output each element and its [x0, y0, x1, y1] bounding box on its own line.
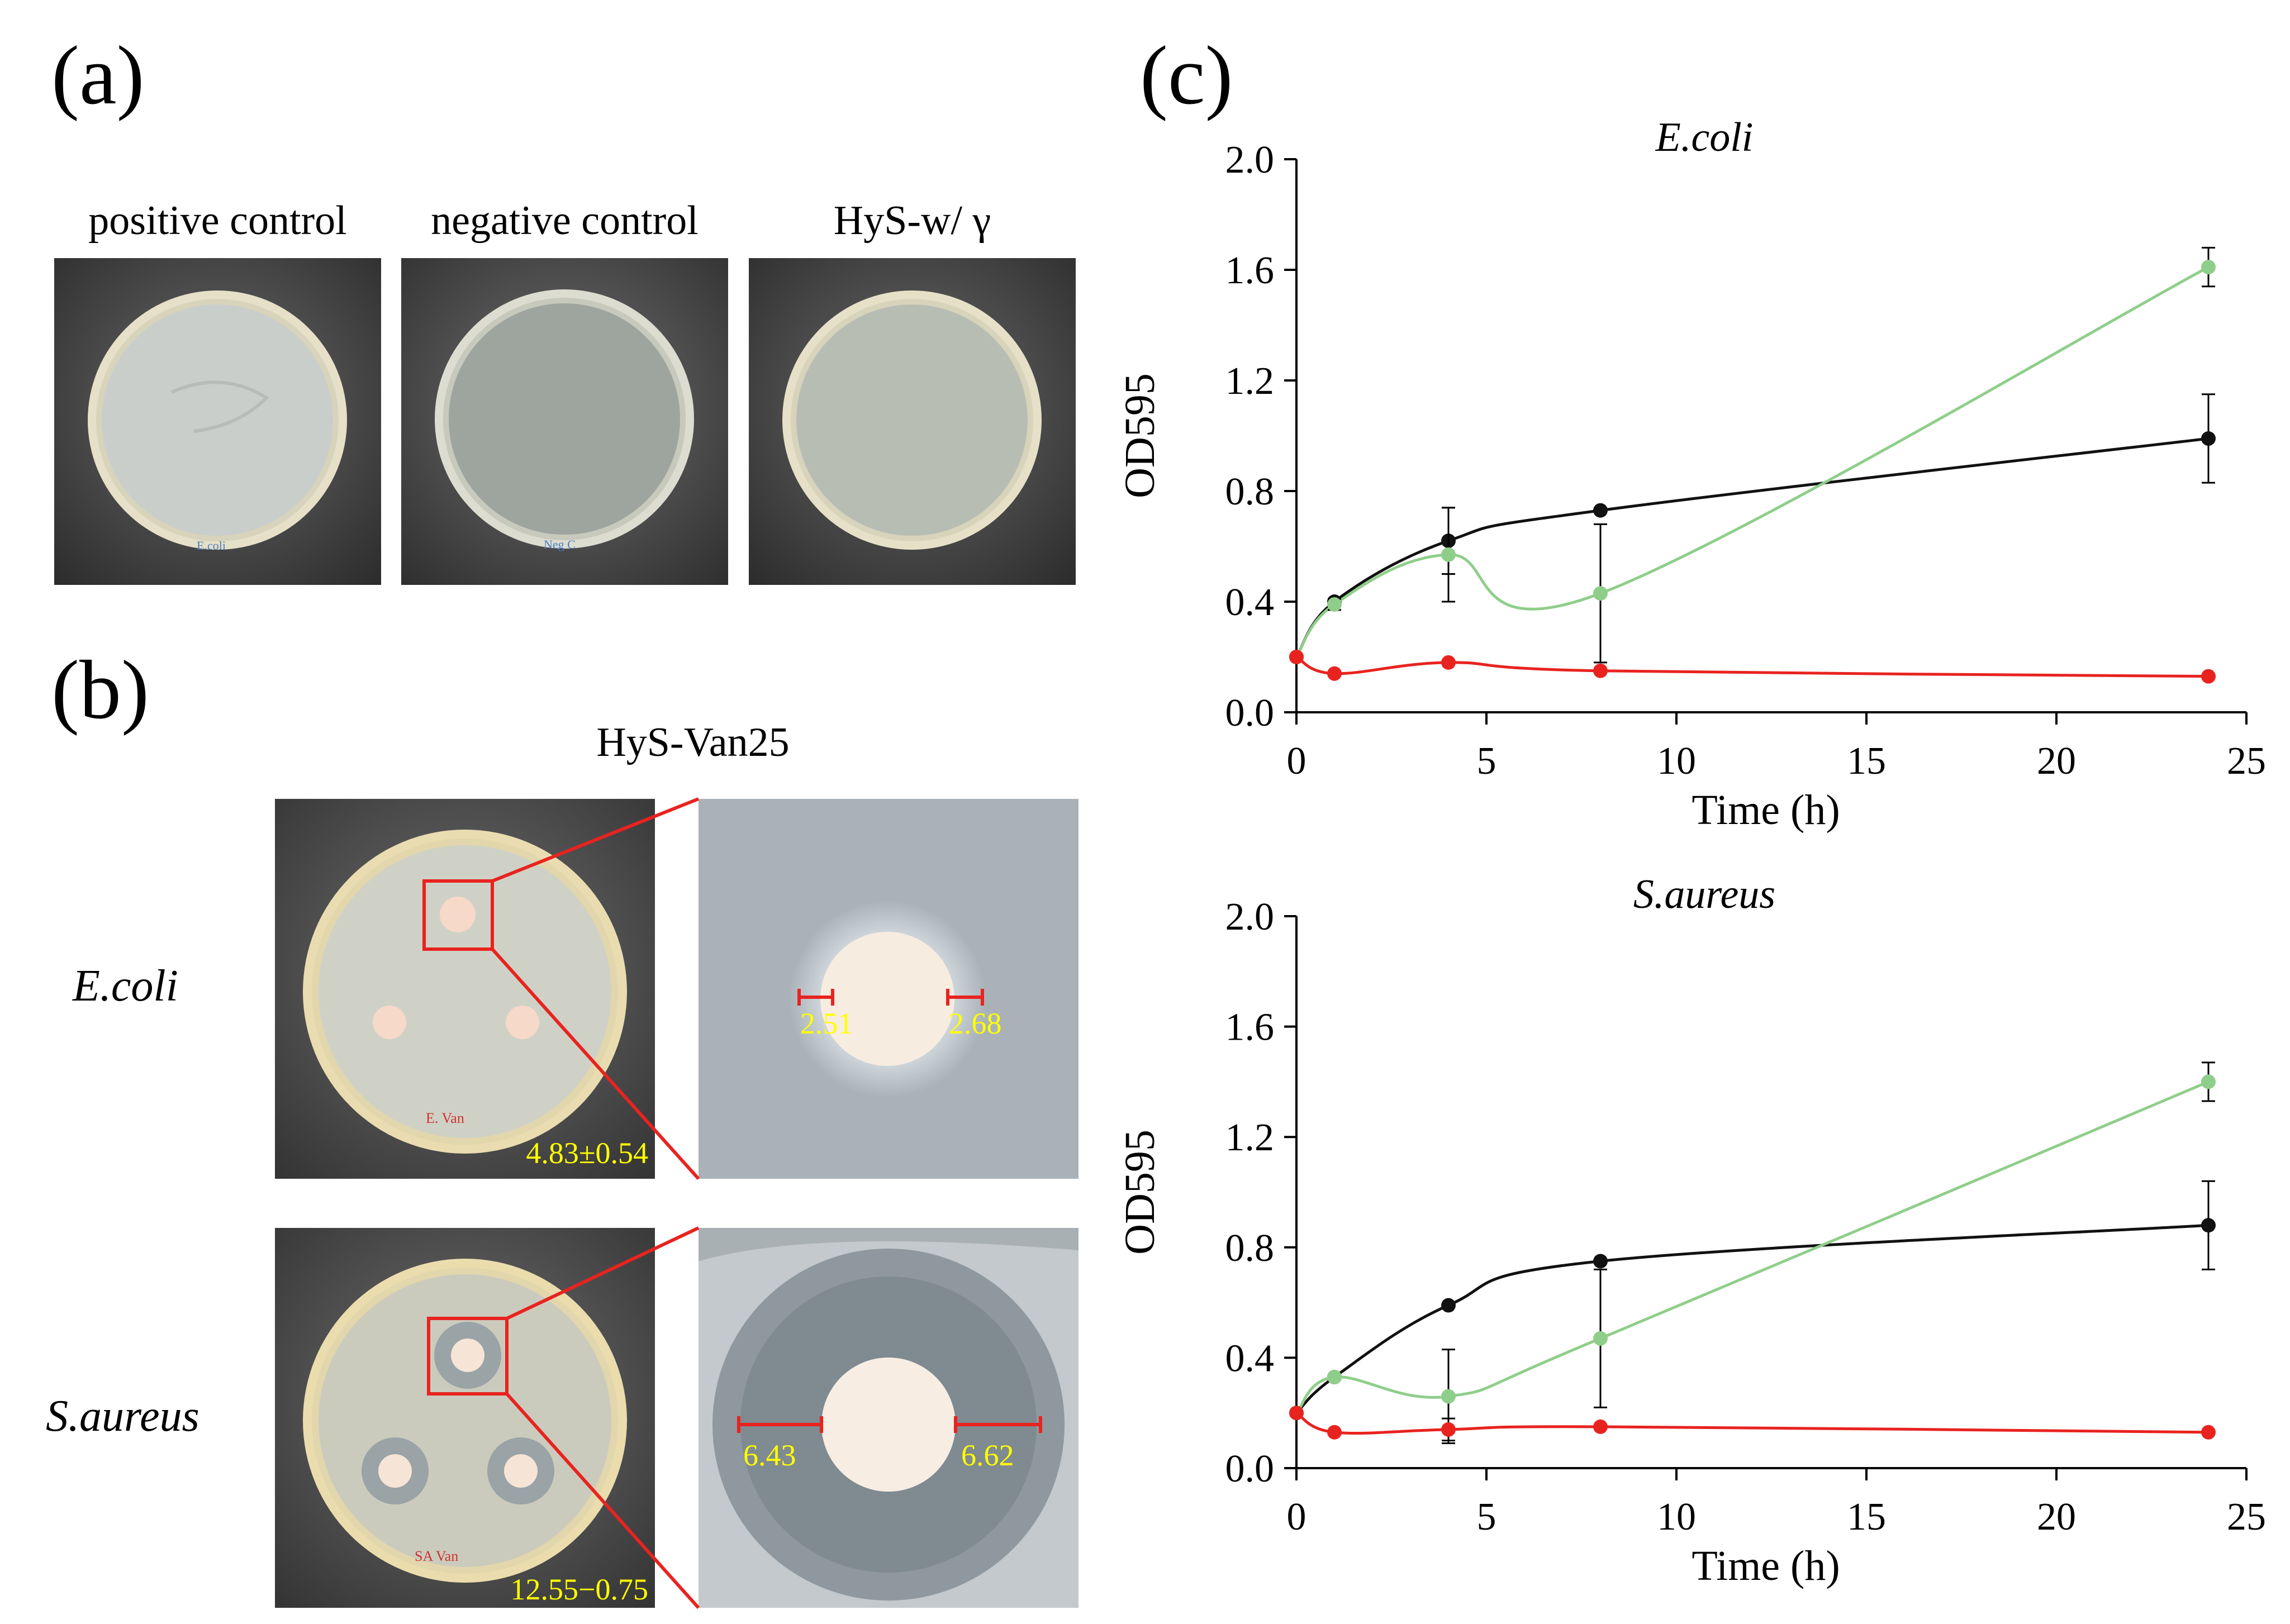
zone-bar-left: [737, 1416, 823, 1433]
dish-label-text: SA Van: [415, 1548, 458, 1564]
x-tick-label: 10: [1657, 1496, 1696, 1539]
x-axis-label: Time (h): [1692, 787, 1840, 834]
zone-bar-right: [946, 989, 984, 1006]
data-point: [1441, 1389, 1456, 1404]
zone-total-saureus: 12.55−0.75: [511, 1573, 648, 1606]
plate-photo-hys-w-gamma: [749, 258, 1076, 585]
x-tick-label: 25: [2227, 1496, 2266, 1539]
y-tick-label: 1.2: [1225, 1116, 1275, 1159]
y-tick-label: 0.8: [1225, 1227, 1275, 1270]
data-point: [2201, 1074, 2216, 1089]
dish-label-text: Neg C: [544, 537, 576, 551]
zone-right-saureus: 6.62: [961, 1439, 1014, 1472]
x-tick-label: 0: [1287, 1496, 1306, 1539]
series-line-1: [1295, 1080, 2209, 1415]
x-tick-label: 5: [1477, 1496, 1496, 1539]
y-tick-label: 2.0: [1225, 896, 1275, 939]
panel-label-c: (c): [1140, 29, 1233, 122]
caption-positive-control: positive control: [88, 198, 347, 244]
chart-title: S.aureus: [1633, 871, 1775, 917]
series-line-2: [1295, 655, 2209, 678]
data-point: [1441, 1422, 1456, 1437]
data-point: [1593, 663, 1608, 678]
dish-label-text: E. Van: [426, 1110, 464, 1126]
zone-bar-left: [797, 989, 834, 1006]
data-point: [1289, 1406, 1304, 1421]
y-tick-label: 0.8: [1225, 470, 1275, 513]
data-point: [1441, 1298, 1456, 1313]
x-tick-label: 25: [2227, 740, 2266, 783]
zoom-box: [422, 879, 494, 951]
series-line-0: [1295, 1223, 2209, 1415]
y-axis-label: OD595: [1117, 1130, 1163, 1255]
y-tick-label: 1.6: [1225, 249, 1275, 292]
zone-right-ecoli: 2.68: [949, 1007, 1002, 1040]
x-tick-label: 15: [1847, 1496, 1886, 1539]
data-point: [1593, 1419, 1608, 1434]
data-point: [1289, 650, 1304, 664]
data-point: [2201, 1425, 2216, 1440]
x-tick-label: 15: [1847, 740, 1886, 783]
data-point: [1327, 1369, 1342, 1384]
x-axis-label: Time (h): [1692, 1542, 1840, 1589]
x-tick-label: 0: [1287, 740, 1306, 783]
caption-hys-w-gamma: HyS-w/ γ: [833, 198, 991, 244]
y-tick-label: 2.0: [1225, 139, 1275, 182]
data-point: [1441, 547, 1456, 562]
plate-photo-saureus-hys-van25: SA Van 12.55−0.75: [275, 1228, 655, 1608]
panel-label-b: (b): [51, 644, 149, 736]
data-point: [1441, 655, 1456, 670]
chart-title: E.coli: [1655, 115, 1754, 160]
y-tick-label: 1.6: [1225, 1006, 1275, 1049]
x-tick-label: 10: [1657, 740, 1696, 783]
zone-left-saureus: 6.43: [743, 1439, 796, 1472]
data-point: [2201, 431, 2216, 446]
caption-negative-control: negative control: [431, 198, 699, 244]
zoom-photo-saureus: 6.43 6.62: [699, 1228, 1079, 1608]
zone-left-ecoli: 2.51: [800, 1007, 853, 1040]
data-point: [1593, 1331, 1608, 1346]
data-point: [1327, 666, 1342, 681]
data-point: [1327, 1425, 1342, 1440]
y-tick-label: 0.0: [1225, 692, 1275, 735]
zone-bar-right: [954, 1416, 1042, 1433]
zoom-photo-ecoli: 2.51 2.68: [699, 799, 1079, 1179]
data-point: [2201, 260, 2216, 275]
plate-photo-ecoli-hys-van25: E. Van 4.83±0.54: [275, 799, 655, 1179]
panel-label-a: (a): [51, 29, 145, 122]
dish-label-text: E.coli: [197, 539, 226, 553]
zoom-box: [427, 1317, 509, 1396]
x-tick-label: 20: [2037, 740, 2076, 783]
x-tick-label: 20: [2037, 1496, 2076, 1539]
plate-photo-negative-control: Neg C: [401, 258, 728, 585]
species-label-ecoli: E.coli: [73, 961, 178, 1011]
x-tick-label: 5: [1477, 740, 1496, 783]
y-axis-label: OD595: [1117, 373, 1163, 498]
data-point: [2201, 1218, 2216, 1233]
y-tick-label: 1.2: [1225, 360, 1275, 403]
species-label-saureus: S.aureus: [46, 1392, 199, 1441]
zone-total-ecoli: 4.83±0.54: [526, 1136, 648, 1170]
y-tick-label: 0.0: [1225, 1447, 1275, 1490]
panel-b-title: HyS-Van25: [596, 720, 790, 765]
plate-photo-positive-control: E.coli: [54, 258, 381, 585]
data-point: [1593, 1254, 1608, 1269]
y-tick-label: 0.4: [1225, 1337, 1275, 1380]
data-point: [1593, 503, 1608, 518]
y-tick-label: 0.4: [1225, 581, 1275, 624]
series-line-2: [1295, 1411, 2209, 1435]
data-point: [1593, 586, 1608, 601]
data-point: [2201, 669, 2216, 684]
data-point: [1327, 597, 1342, 612]
